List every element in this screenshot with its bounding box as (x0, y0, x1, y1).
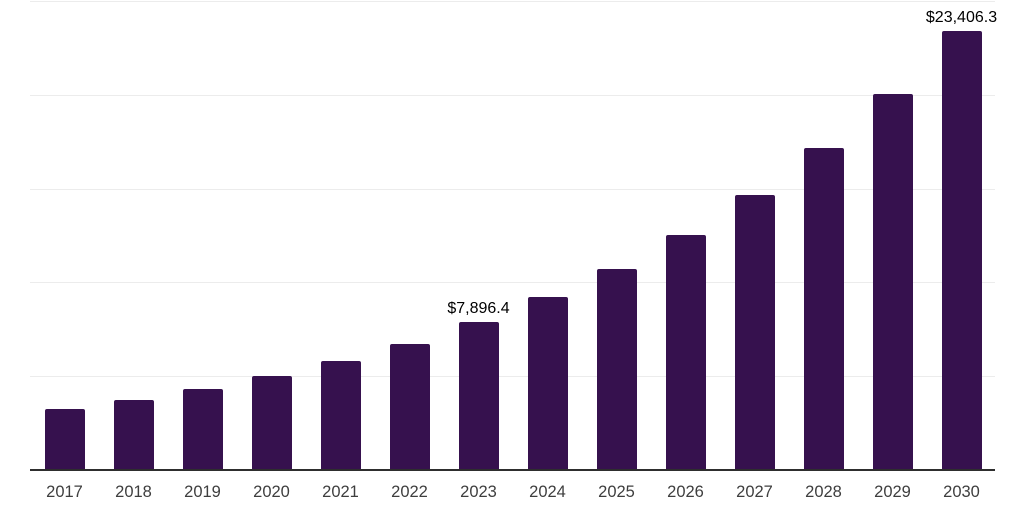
bar-2017 (44, 409, 85, 470)
x-tick-label-2029: 2029 (874, 483, 911, 501)
x-tick-label-2021: 2021 (322, 483, 359, 501)
bar-2024 (527, 297, 568, 470)
gridline-25000 (30, 1, 995, 2)
bar-2029 (872, 94, 913, 470)
x-tick-label-2022: 2022 (391, 483, 428, 501)
x-tick-label-2028: 2028 (805, 483, 842, 501)
bar-2020 (251, 376, 292, 470)
x-tick-label-2025: 2025 (598, 483, 635, 501)
data-label-2030: $23,406.3 (925, 8, 998, 26)
bar-2023 (458, 321, 499, 470)
gridline-20000 (30, 94, 995, 96)
bar-2022 (389, 343, 430, 470)
x-tick-label-2020: 2020 (253, 483, 290, 501)
x-tick-label-2024: 2024 (529, 483, 566, 501)
bar-2027 (734, 195, 775, 470)
bar-2025 (596, 269, 637, 470)
gridline-5000 (30, 376, 995, 378)
x-tick-label-2017: 2017 (46, 483, 83, 501)
x-tick-label-2026: 2026 (667, 483, 704, 501)
bar-2019 (182, 389, 223, 470)
x-tick-label-2023: 2023 (460, 483, 497, 501)
bar-2021 (320, 361, 361, 470)
data-label-2023: $7,896.4 (447, 299, 510, 317)
bar-2030 (941, 30, 982, 470)
x-axis-line (30, 469, 995, 471)
x-tick-label-2030: 2030 (943, 483, 980, 501)
bar-2026 (665, 234, 706, 470)
x-tick-label-2019: 2019 (184, 483, 221, 501)
x-tick-label-2018: 2018 (115, 483, 152, 501)
bar-2018 (113, 400, 154, 470)
x-tick-label-2027: 2027 (736, 483, 773, 501)
gridline-15000 (30, 188, 995, 190)
gridline-10000 (30, 282, 995, 284)
bar-2028 (803, 148, 844, 470)
